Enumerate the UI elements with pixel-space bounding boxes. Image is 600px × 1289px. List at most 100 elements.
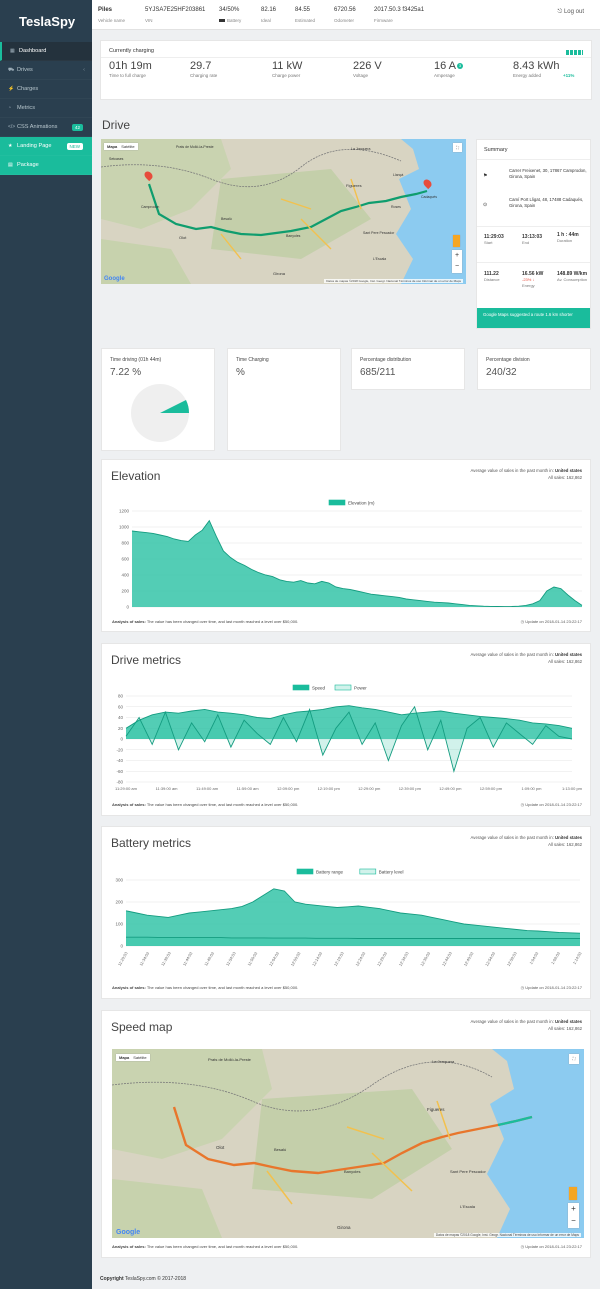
map-label: Camprodon <box>141 205 160 209</box>
x-tick-label: 12:19:03 <box>333 950 346 967</box>
sidebar-nav: ▦ Dashboard ⛟ Drives ‹ ⚡ Charges ◔ Metrics </… <box>0 42 92 175</box>
map-label: Figueres <box>346 183 362 188</box>
speed-map-panel: Speed map Average value of sales in the … <box>101 1010 591 1258</box>
street-view-icon[interactable] <box>453 235 460 247</box>
fullscreen-icon[interactable]: ⛶ <box>453 143 462 152</box>
x-tick-label: 12:14:03 <box>311 950 324 967</box>
y-tick-label: 100 <box>115 922 123 927</box>
sidebar-item-drives[interactable]: ⛟ Drives ‹ <box>0 61 92 80</box>
y-tick-label: 200 <box>121 589 129 594</box>
battery-metrics-chart: 0 100 200 300 Battery range Battery level 11:2… <box>115 868 583 967</box>
y-tick-label: 400 <box>121 573 129 578</box>
sidebar-item-css-animations[interactable]: </> CSS Animations 42 <box>0 118 92 137</box>
summary-duration: 1 h : 44m Duration <box>557 232 579 243</box>
clock-icon: ◷ <box>520 985 526 990</box>
card-percentage-distribution: Percentage distribution 685/211 <box>351 348 465 390</box>
legend-swatch <box>359 868 377 875</box>
map-label: Prats de Molló-la-Preste <box>208 1057 251 1062</box>
series-line-0 <box>125 705 573 729</box>
legend-label: Battery level <box>379 870 404 875</box>
sidebar-item-label: Dashboard <box>19 48 47 54</box>
brand-logo[interactable]: TeslaSpy <box>0 0 92 42</box>
summary-distance: 111.22 Distance <box>484 271 500 282</box>
drive-map[interactable]: Mapa Satélite ⛶ + − Google Datos de mapas … <box>101 139 466 284</box>
street-view-icon[interactable] <box>569 1187 577 1200</box>
y-tick-label: 200 <box>115 900 123 905</box>
map-label: Setcases <box>109 157 124 161</box>
odometer: 6720.56 Odometer <box>334 7 356 23</box>
x-tick-label: 1:13:00 pm <box>562 786 583 791</box>
logout-icon: ⎋ <box>557 9 564 15</box>
zoom-control[interactable]: + − <box>452 250 462 273</box>
energy-delta: +11% <box>563 73 575 78</box>
package-icon: ▤ <box>8 162 13 168</box>
tab-satellite[interactable]: Satélite <box>121 144 135 149</box>
sidebar-item-metrics[interactable]: ◔ Metrics <box>0 99 92 118</box>
legend-label: Speed <box>312 686 326 691</box>
vin: 5YJSA7E25HF203861 VIN <box>145 7 206 23</box>
tab-map[interactable]: Mapa <box>107 144 118 149</box>
sidebar-item-package[interactable]: ▤ Package <box>0 156 92 175</box>
card-time-charging: Time Charging % <box>227 348 341 451</box>
zoom-in-button[interactable]: + <box>454 252 460 259</box>
x-tick-label: 12:39:00 pm <box>399 786 422 791</box>
sidebar-item-landing-page[interactable]: ★ Landing Page NEW <box>0 137 92 156</box>
sidebar-item-charges[interactable]: ⚡ Charges <box>0 80 92 99</box>
stat-charging-rate: 29.7 Charging rate <box>190 60 218 78</box>
sales-summary: Average value of sales in the past month… <box>470 468 582 480</box>
map-label: La Jonquera <box>432 1059 455 1064</box>
new-badge: NEW <box>66 142 83 150</box>
sidebar-item-label: Landing Page <box>17 143 52 149</box>
speed-map-title: Speed map <box>111 1020 173 1034</box>
y-tick-label: 1200 <box>119 509 130 514</box>
y-tick-label: 300 <box>115 878 123 883</box>
clock-icon: ◷ <box>520 619 526 624</box>
summary-energy: 16.56 kW -23% ↓ Energy <box>522 271 544 288</box>
series-line-1 <box>126 936 580 939</box>
google-logo: Google <box>104 276 125 282</box>
tab-satellite[interactable]: Satélite <box>133 1055 147 1060</box>
logout-button[interactable]: ⎋ Log out <box>557 9 584 15</box>
legend-swatch <box>296 868 314 875</box>
speed-map[interactable]: Mapa Satélite ⛶ + − Google Datos de mapas … <box>112 1049 584 1238</box>
analysis-caption: Analysis of sales: The value has been ch… <box>112 619 299 624</box>
map-label: Llançà <box>393 173 404 177</box>
series-line-1 <box>125 705 573 773</box>
estimated-range: 84.55 Estimated <box>295 7 316 23</box>
tab-map[interactable]: Mapa <box>119 1055 130 1060</box>
stat-energy-added: 8.43 kWh Energy added +11% <box>513 60 575 78</box>
zoom-in-button[interactable]: + <box>571 1204 576 1213</box>
fullscreen-icon[interactable]: ⛶ <box>569 1054 579 1064</box>
summary-consumption: 148.89 W/km Av. Consumption <box>557 271 588 282</box>
x-tick-label: 1:09:00 pm <box>521 786 542 791</box>
x-tick-label: 11:44:03 <box>181 950 193 966</box>
map-type-tabs[interactable]: Mapa Satélite <box>116 1054 150 1061</box>
map-canvas <box>112 1049 584 1238</box>
map-label: Besalú <box>221 217 232 221</box>
zoom-out-button[interactable]: − <box>571 1216 576 1225</box>
time-driving-pie <box>131 384 190 442</box>
stat-amperage: 16 A 3 Amperage <box>434 60 464 78</box>
x-tick-label: 12:04:03 <box>268 950 281 967</box>
series-area-1 <box>126 706 572 772</box>
sidebar-item-label: Package <box>17 162 39 168</box>
zoom-control[interactable]: + − <box>568 1203 579 1228</box>
summary-end: 13:13:03 End <box>522 234 543 245</box>
map-type-tabs[interactable]: Mapa Satélite <box>104 143 138 150</box>
x-tick-label: 12:09:00 pm <box>277 786 300 791</box>
sidebar-item-dashboard[interactable]: ▦ Dashboard <box>0 42 92 61</box>
y-tick-label: -20 <box>116 747 123 752</box>
y-tick-label: 60 <box>118 704 124 709</box>
summary-start: 11:29:03 Start <box>484 234 504 245</box>
legend-swatch <box>292 684 310 691</box>
x-tick-label: 12:59:03 <box>506 950 519 967</box>
x-tick-label: 12:49:00 pm <box>439 786 462 791</box>
series-area-0 <box>132 520 582 607</box>
sidebar-item-label: Drives <box>17 67 33 73</box>
map-label: L'Escala <box>373 257 387 261</box>
map-label: Figueres <box>427 1107 445 1112</box>
map-attribution: Datos de mapas ©2018 Google, Inst. Geogr… <box>433 1233 581 1237</box>
y-tick-label: -40 <box>116 758 123 763</box>
zoom-out-button[interactable]: − <box>454 263 460 270</box>
drive-title: Drive <box>102 118 131 132</box>
